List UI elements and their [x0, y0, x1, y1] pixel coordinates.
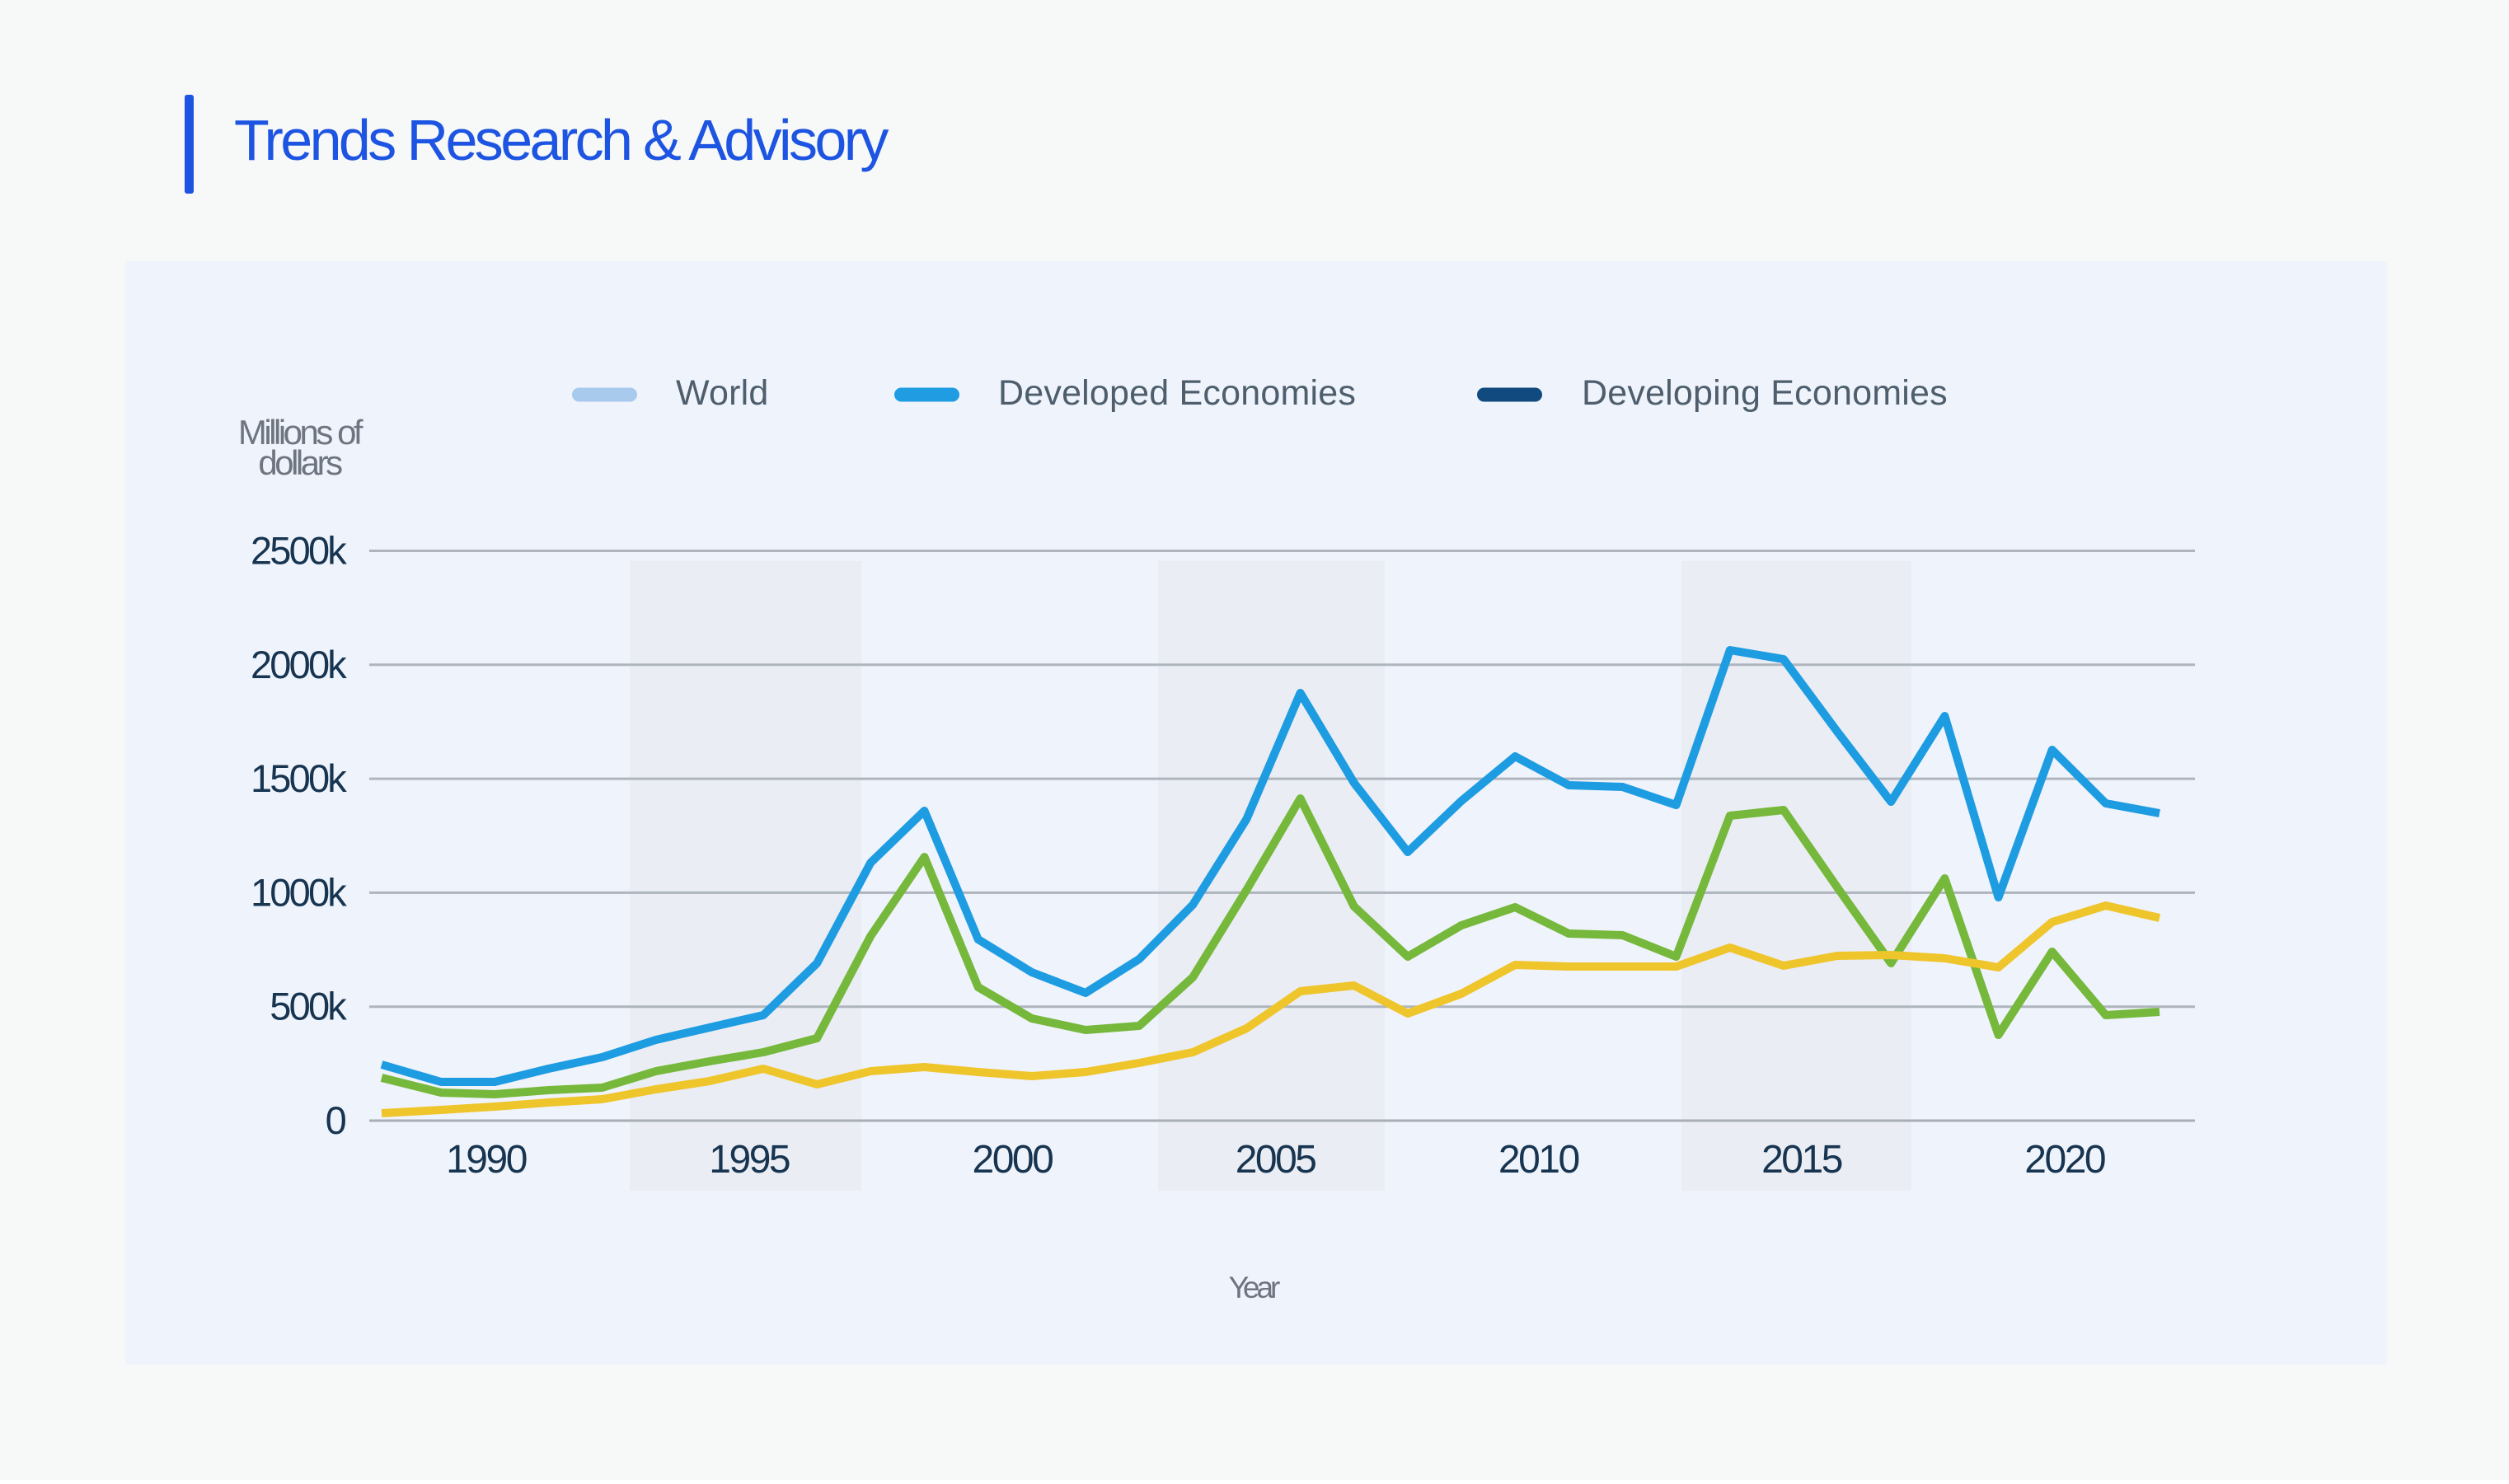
svg-text:2000: 2000 [973, 1138, 1053, 1182]
svg-text:dollars: dollars [258, 443, 342, 482]
svg-text:2020: 2020 [2024, 1138, 2105, 1182]
svg-text:2015: 2015 [1761, 1138, 1842, 1182]
svg-text:2500k: 2500k [251, 529, 347, 573]
svg-text:1000k: 1000k [251, 870, 347, 914]
svg-text:2010: 2010 [1498, 1138, 1579, 1182]
svg-text:2000k: 2000k [251, 643, 347, 686]
svg-text:0: 0 [326, 1098, 346, 1142]
svg-text:Year: Year [1229, 1271, 1280, 1304]
svg-text:Developed Economies: Developed Economies [998, 373, 1356, 413]
svg-text:Trends Research & Advisory: Trends Research & Advisory [234, 108, 889, 172]
svg-text:1995: 1995 [709, 1138, 790, 1182]
svg-text:2005: 2005 [1236, 1138, 1316, 1182]
svg-text:500k: 500k [270, 985, 347, 1028]
svg-text:World: World [676, 373, 769, 413]
svg-text:1500k: 1500k [251, 756, 347, 800]
svg-text:Millions of: Millions of [238, 413, 363, 452]
svg-text:Developing Economies: Developing Economies [1582, 373, 1948, 413]
svg-text:1990: 1990 [446, 1138, 527, 1182]
